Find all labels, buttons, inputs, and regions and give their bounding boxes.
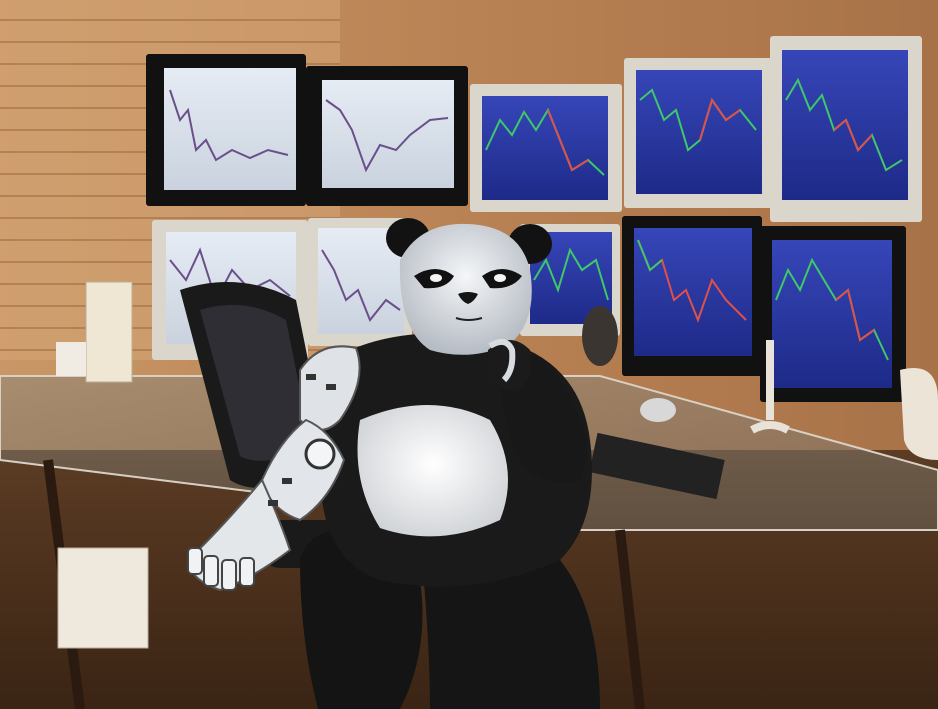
mouse (640, 398, 676, 422)
monitor-3 (470, 84, 622, 212)
speaker-left (85, 281, 133, 383)
monitor-9 (622, 216, 762, 376)
desk-lamp (900, 368, 938, 460)
monitor-10 (760, 226, 906, 402)
panda-character (186, 218, 600, 709)
monitor-5 (770, 36, 922, 222)
panda-head (386, 218, 552, 355)
subwoofer (57, 547, 149, 649)
robotic-arm (186, 345, 361, 592)
keyboard (589, 432, 725, 500)
small-box (56, 342, 86, 376)
monitor-4 (624, 58, 774, 208)
speaker-right (582, 306, 618, 366)
monitor-1 (146, 54, 306, 206)
monitor-2 (306, 66, 468, 206)
microphone (750, 340, 790, 434)
